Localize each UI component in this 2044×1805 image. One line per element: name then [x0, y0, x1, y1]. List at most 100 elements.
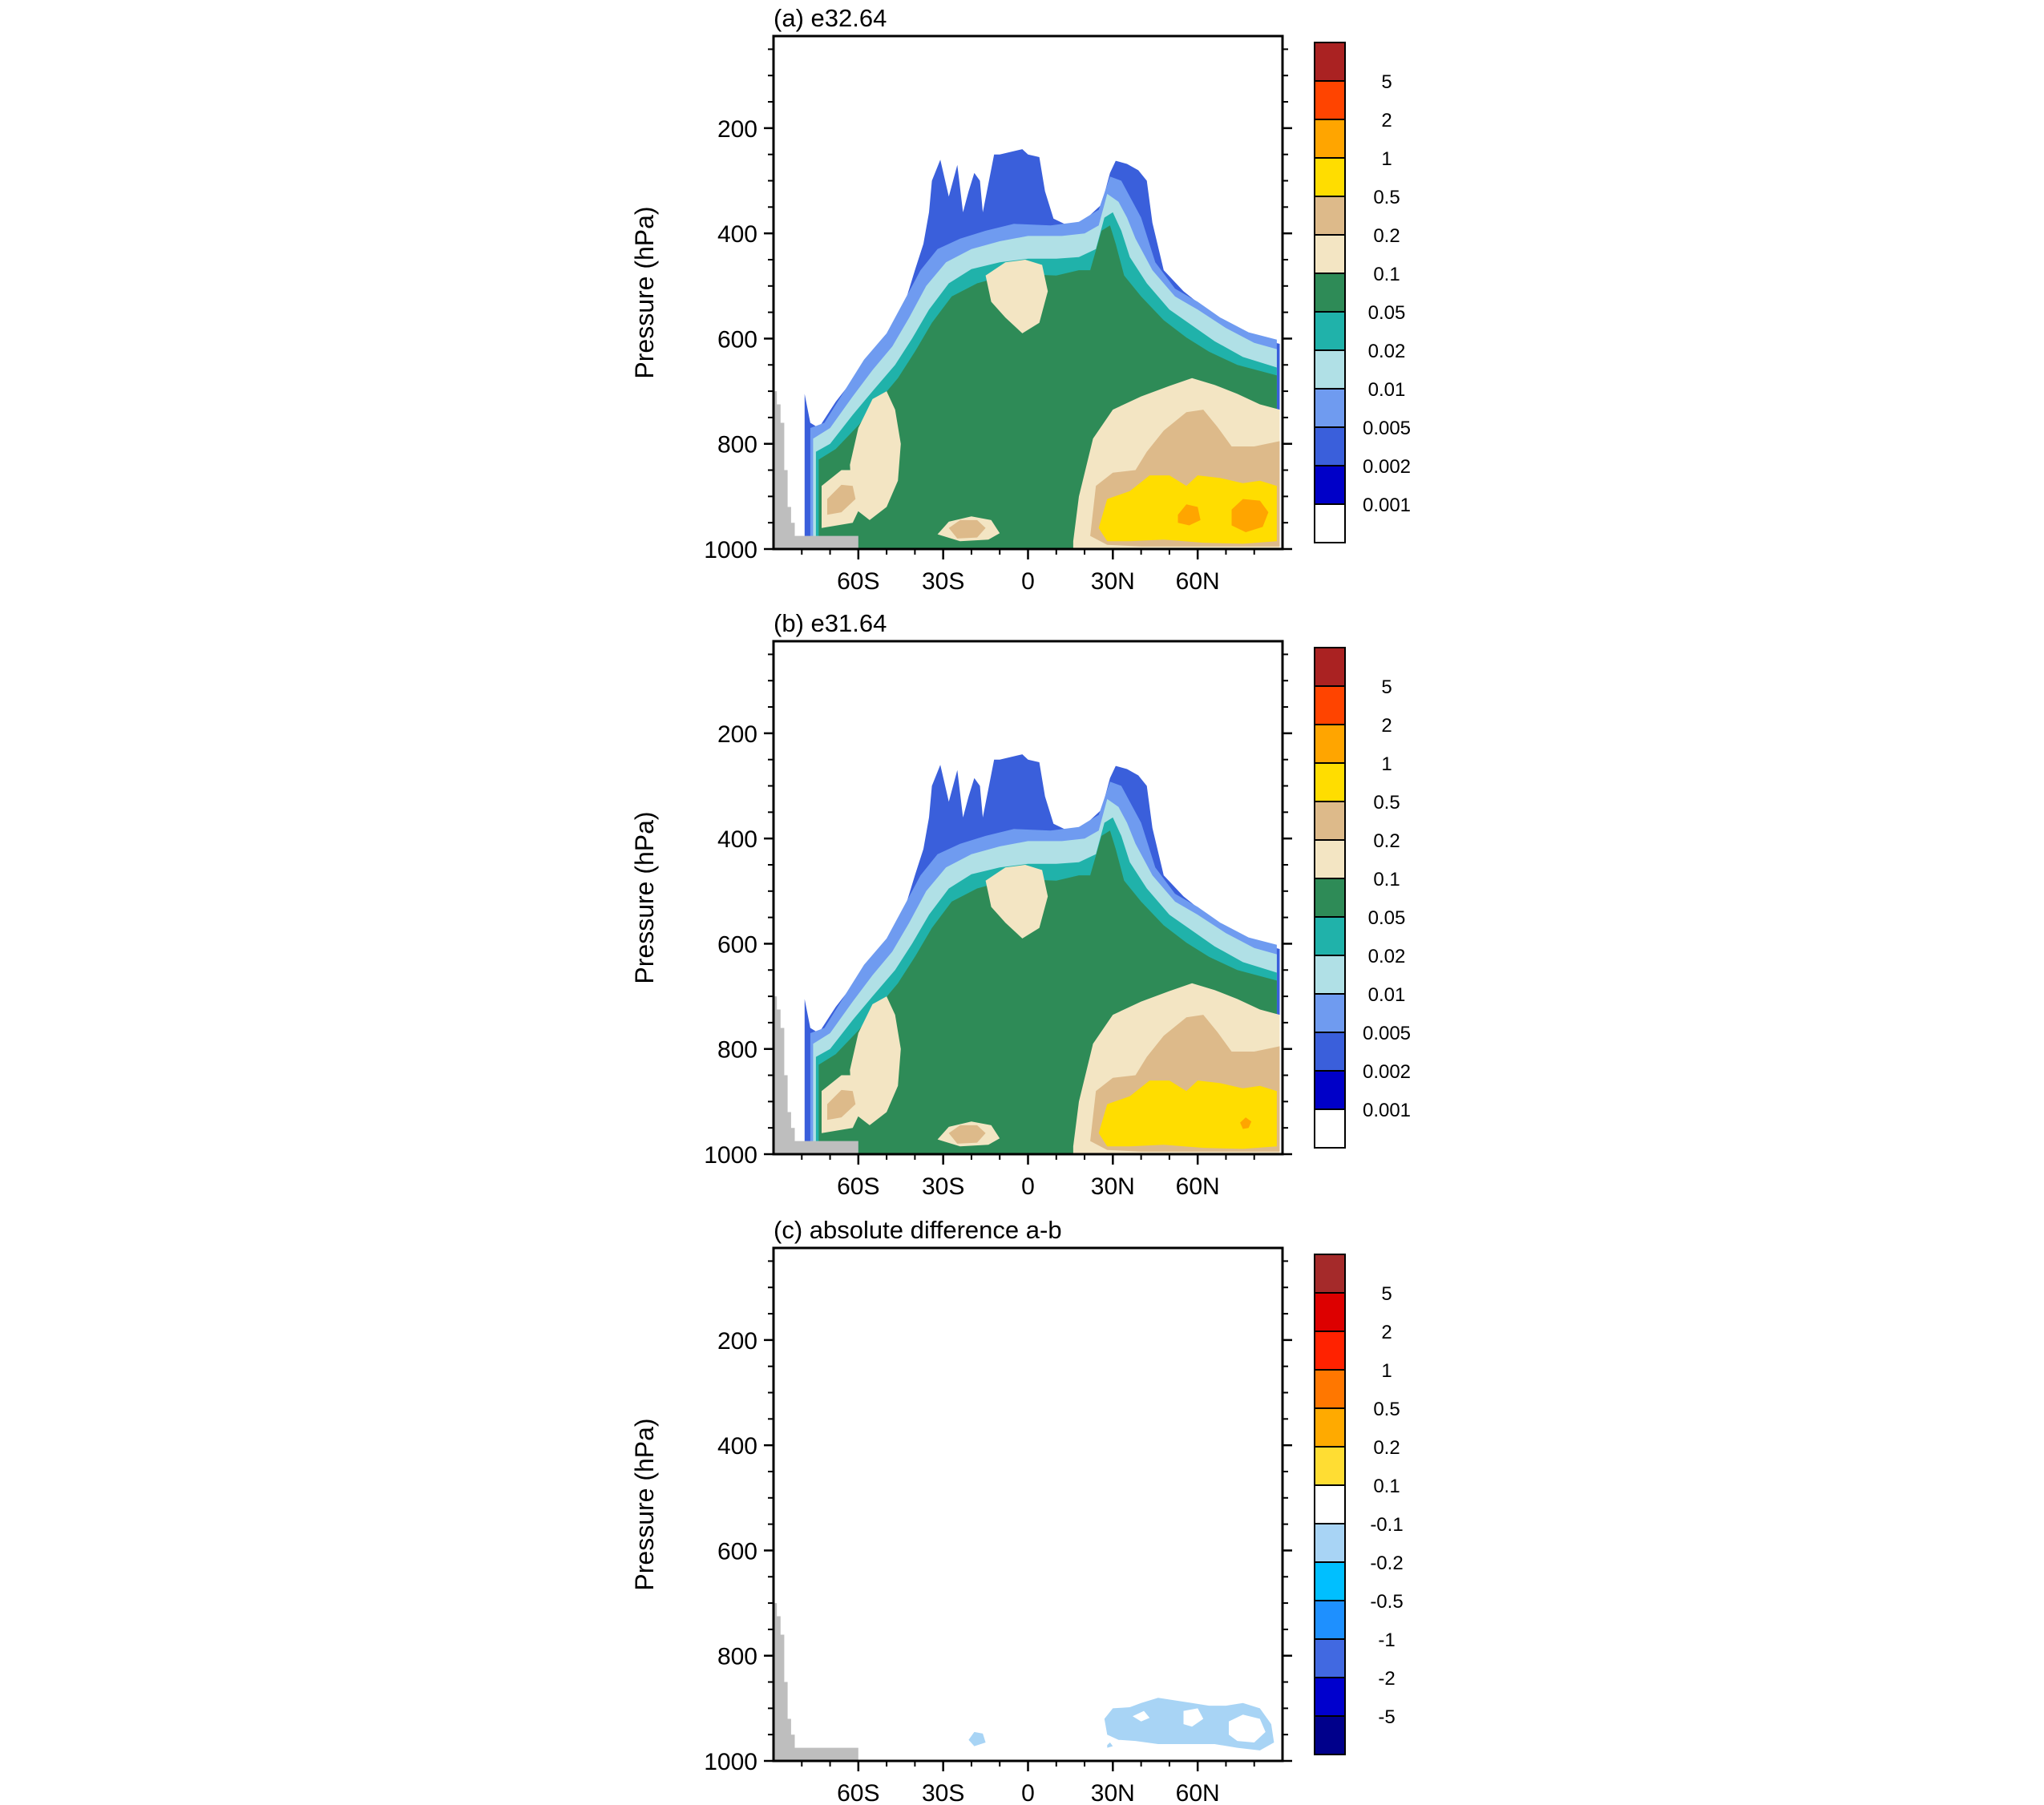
colorbar-box [1314, 1446, 1346, 1486]
contour-0.1 [968, 1731, 986, 1746]
colorbar-box [1314, 196, 1346, 236]
x-tick-label: 0 [1021, 1780, 1035, 1805]
colorbar-box [1314, 1369, 1346, 1409]
colorbar-box [1314, 839, 1346, 879]
colorbar-box [1314, 1254, 1346, 1294]
colorbar-label: 0.2 [1373, 1437, 1400, 1459]
colorbar-box [1314, 1677, 1346, 1717]
y-tick-label: 1000 [704, 537, 757, 563]
topography-mask [774, 1603, 858, 1761]
contour-fill [774, 1603, 1274, 1761]
plot-area [774, 1248, 1283, 1761]
colorbar-box [1314, 311, 1346, 351]
y-tick-label: 400 [717, 1433, 757, 1460]
x-tick-label: 0 [1021, 568, 1035, 595]
contour-0.05 [985, 260, 1048, 333]
x-tick-label: 30N [1091, 1173, 1135, 1200]
y-axis-label: Pressure (hPa) [630, 811, 659, 983]
panel-title: (a) e32.64 [774, 4, 887, 32]
x-tick-label: 30N [1091, 1780, 1135, 1805]
colorbar-box [1314, 1523, 1346, 1563]
x-tick-label: 0 [1021, 1173, 1035, 1200]
y-tick-label: 400 [717, 826, 757, 853]
panel-title: (b) e31.64 [774, 609, 887, 637]
contour-0.2 [1229, 1714, 1266, 1742]
topography-mask [774, 996, 858, 1154]
topography-mask [774, 391, 858, 549]
colorbar-box [1314, 80, 1346, 120]
y-axis-label: Pressure (hPa) [630, 206, 659, 378]
x-tick-label: 60N [1176, 1780, 1220, 1805]
colorbar-label: -1 [1378, 1629, 1395, 1651]
colorbar-label: 0.5 [1373, 187, 1400, 208]
contour-0.5 [1178, 504, 1201, 526]
contour-0.1 [948, 1125, 986, 1144]
y-tick-label: 600 [717, 931, 757, 958]
panel-c: 200 400 600 800 1000 60S 30S 0 30N 60N (c) absolut… [630, 1216, 1404, 1805]
x-tick-label: 60S [837, 1173, 879, 1200]
contour-fill [774, 149, 1280, 549]
colorbar-box [1314, 1484, 1346, 1524]
colorbar-box [1314, 1600, 1346, 1640]
colorbar-box [1314, 1638, 1346, 1678]
colorbar-box [1314, 647, 1346, 687]
colorbar-box [1314, 42, 1346, 82]
colorbar-box [1314, 426, 1346, 466]
y-tick-label: 800 [717, 1037, 757, 1064]
colorbar-label: 0.005 [1363, 1023, 1411, 1044]
colorbar-label: 5 [1381, 676, 1392, 698]
y-axis-label: Pressure (hPa) [630, 1418, 659, 1590]
colorbar-box [1314, 1561, 1346, 1601]
colorbar-label: 0.2 [1373, 225, 1400, 247]
contour-0.2 [1098, 1080, 1277, 1149]
contour-0.1 [948, 519, 986, 539]
colorbar-label: 0.1 [1373, 264, 1400, 285]
colorbar-label: 0.2 [1373, 830, 1400, 852]
colorbar-box [1314, 724, 1346, 764]
y-tick-label: 800 [717, 1644, 757, 1670]
panel-title: (c) absolute difference a-b [774, 1216, 1062, 1244]
colorbar-box [1314, 801, 1346, 841]
contour-0.1 [1107, 1742, 1113, 1748]
colorbar-label: 0.5 [1373, 1399, 1400, 1420]
contour-0.5 [1240, 1117, 1252, 1129]
y-tick-label: 200 [717, 721, 757, 748]
panel-a: 200 400 600 800 1000 60S 30S 0 30N 60N (a) e32.64 P… [630, 4, 1411, 595]
colorbar-box [1314, 1407, 1346, 1448]
x-tick-label: 30S [922, 1173, 964, 1200]
colorbar-box [1314, 762, 1346, 802]
y-tick-label: 600 [717, 1538, 757, 1565]
contour-0.2 [1183, 1708, 1204, 1727]
colorbar-label: 2 [1381, 715, 1392, 737]
colorbar-label: 0.002 [1363, 456, 1411, 478]
y-tick-label: 1000 [704, 1142, 757, 1169]
colorbar-box [1314, 878, 1346, 918]
colorbar-box [1314, 234, 1346, 274]
colorbar-box [1314, 1715, 1346, 1755]
colorbar-label: 0.05 [1368, 907, 1406, 929]
x-tick-label: 30S [922, 568, 964, 595]
colorbar-box [1314, 119, 1346, 159]
colorbar-box [1314, 273, 1346, 313]
y-tick-label: 600 [717, 326, 757, 353]
colorbar-label: -5 [1378, 1706, 1395, 1728]
x-tick-label: 30S [922, 1780, 964, 1805]
contour-0.05 [850, 996, 901, 1125]
colorbar-label: 0.02 [1368, 946, 1406, 967]
y-tick-label: 1000 [704, 1749, 757, 1775]
contour-0.2 [1133, 1710, 1150, 1722]
panel-b: 200 400 600 800 1000 60S 30S 0 30N 60N (b) e31.64 P… [630, 609, 1411, 1200]
colorbar-box [1314, 388, 1346, 428]
colorbar-label: 5 [1381, 71, 1392, 93]
y-tick-label: 800 [717, 432, 757, 458]
x-tick-label: 30N [1091, 568, 1135, 595]
y-tick-label: 200 [717, 116, 757, 143]
colorbar-box [1314, 1292, 1346, 1332]
colorbar-label: 0.5 [1373, 792, 1400, 814]
contour-0.5 [1231, 499, 1269, 532]
colorbar-label: 0.05 [1368, 302, 1406, 324]
colorbar-label: 0.005 [1363, 418, 1411, 439]
colorbar-label: 0.002 [1363, 1061, 1411, 1083]
colorbar-label: -0.2 [1370, 1553, 1403, 1574]
